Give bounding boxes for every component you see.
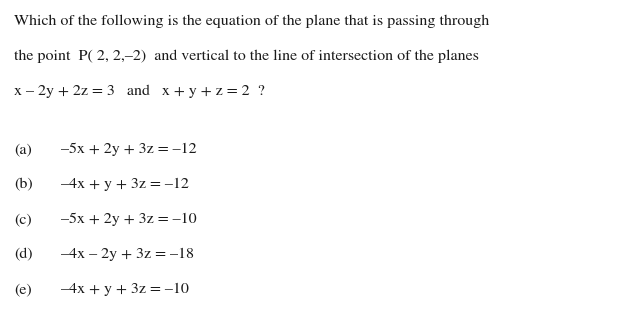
Text: –4x + y + 3z = –10: –4x + y + 3z = –10 [61, 283, 188, 296]
Text: (b): (b) [14, 178, 33, 191]
Text: (c): (c) [14, 213, 32, 226]
Text: (a): (a) [14, 143, 32, 156]
Text: Which of the following is the equation of the plane that is passing through: Which of the following is the equation o… [14, 15, 489, 28]
Text: –4x – 2y + 3z = –18: –4x – 2y + 3z = –18 [61, 248, 194, 261]
Text: x – 2y + 2z = 3   and   x + y + z = 2  ?: x – 2y + 2z = 3 and x + y + z = 2 ? [14, 85, 265, 98]
Text: the point  P( 2, 2,–2)  and vertical to the line of intersection of the planes: the point P( 2, 2,–2) and vertical to th… [14, 50, 479, 63]
Text: (e): (e) [14, 283, 32, 296]
Text: –5x + 2y + 3z = –10: –5x + 2y + 3z = –10 [61, 213, 197, 226]
Text: (d): (d) [14, 248, 33, 261]
Text: –4x + y + 3z = –12: –4x + y + 3z = –12 [61, 178, 188, 191]
Text: –5x + 2y + 3z = –12: –5x + 2y + 3z = –12 [61, 143, 197, 156]
